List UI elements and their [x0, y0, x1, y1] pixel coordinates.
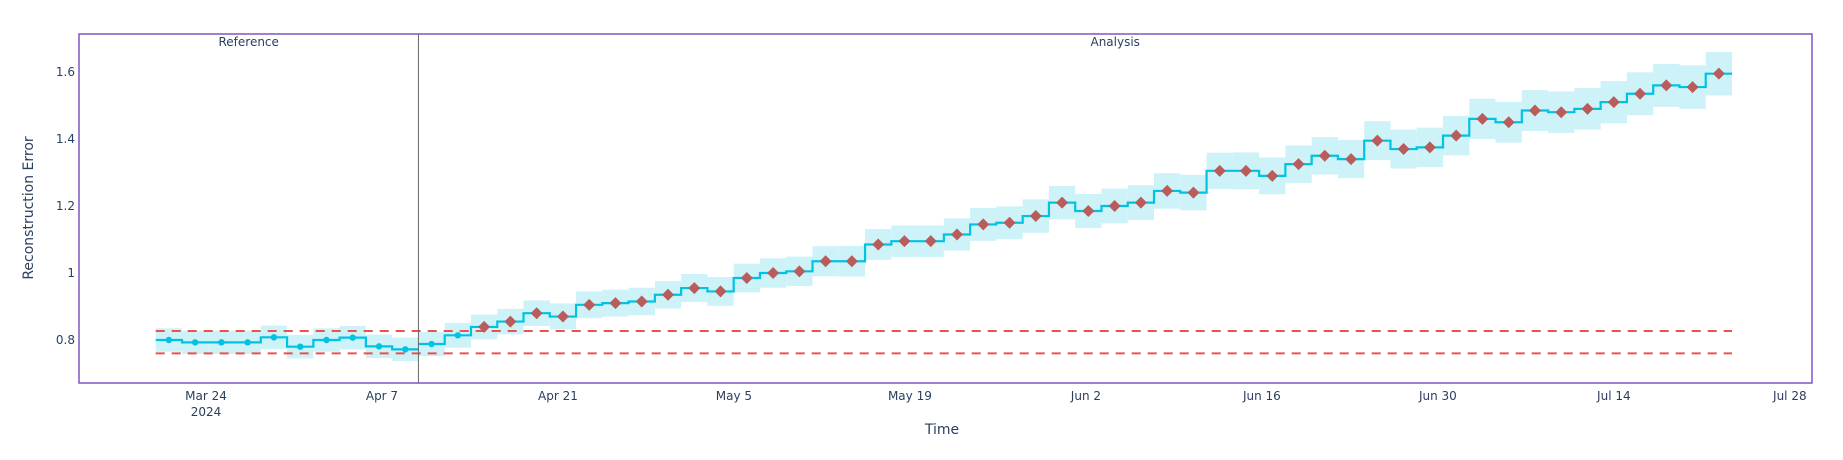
alert-marker [740, 272, 753, 285]
alert-marker [530, 307, 543, 320]
alert-marker [1161, 184, 1174, 197]
alert-marker [1056, 196, 1069, 209]
data-point [218, 339, 225, 346]
confidence-bands [155, 51, 1732, 362]
x-axis-title: Time [924, 422, 959, 438]
y-axis-title: Reconstruction Error [21, 136, 37, 280]
alert-marker [609, 297, 622, 310]
y-tick-label: 1.2 [56, 199, 75, 213]
alert-marker [1029, 210, 1042, 223]
alert-marker [1502, 116, 1515, 129]
alert-marker [1213, 164, 1226, 177]
x-tick-label: Mar 24 [185, 389, 227, 403]
y-tick-label: 1.6 [56, 65, 75, 79]
data-point [349, 334, 356, 341]
section-label-analysis: Analysis [1090, 35, 1139, 49]
data-point [323, 336, 330, 344]
x-tick-label: Jul 14 [1596, 389, 1631, 403]
x-tick-label: Apr 7 [366, 389, 398, 403]
data-point [428, 340, 435, 348]
data-point [191, 339, 199, 346]
alert-marker [714, 285, 727, 298]
x-axis-ticks: Mar 24 2024 Apr 7 Apr 21 May 5 May 19 Jun 2 Jun… [185, 389, 1806, 419]
alert-marker [1528, 104, 1541, 117]
alert-marker [1397, 143, 1410, 156]
alert-marker [1187, 186, 1200, 199]
alert-marker [1607, 96, 1620, 109]
x-tick-year-label: 2024 [191, 405, 222, 419]
alert-marker [1423, 141, 1436, 154]
x-tick-label: May 5 [716, 389, 752, 403]
x-tick-label: Jun 2 [1070, 389, 1101, 403]
alert-marker [950, 228, 963, 241]
x-tick-label: Jul 28 [1772, 389, 1807, 403]
alert-marker [1660, 79, 1673, 92]
alert-marker [845, 255, 858, 268]
alert-marker [1239, 164, 1252, 177]
alert-marker [1108, 200, 1121, 212]
alert-marker [1371, 134, 1384, 147]
alert-marker [583, 298, 596, 311]
y-tick-label: 1.4 [56, 132, 75, 146]
x-tick-label: Apr 21 [538, 389, 578, 403]
alert-marker [1082, 205, 1095, 218]
alert-marker [662, 288, 675, 301]
data-markers [165, 67, 1725, 353]
alert-marker [1450, 129, 1463, 142]
alert-marker [1712, 67, 1725, 80]
data-point [402, 346, 409, 353]
section-label-reference: Reference [218, 35, 278, 49]
data-point [375, 343, 383, 350]
alert-marker [635, 295, 648, 308]
x-tick-label: Jun 30 [1418, 389, 1457, 403]
alert-marker [1318, 149, 1331, 162]
plot-frame [78, 33, 1813, 384]
data-point [297, 343, 304, 350]
alert-marker [556, 310, 569, 323]
series-line-analysis [418, 72, 1732, 346]
alert-marker [977, 218, 990, 231]
alert-marker [688, 282, 701, 295]
alert-marker [478, 320, 491, 333]
alert-marker [872, 238, 885, 251]
alert-marker [793, 265, 806, 278]
y-tick-label: 0.8 [56, 333, 75, 347]
y-tick-label: 1 [67, 266, 75, 280]
x-tick-label: May 19 [888, 389, 932, 403]
y-axis-ticks: 0.8 1 1.2 1.4 1.6 [56, 65, 75, 347]
alert-marker [1134, 196, 1147, 209]
alert-marker [1581, 102, 1594, 115]
alert-marker [819, 255, 832, 268]
data-point [270, 334, 278, 341]
alert-marker [1634, 87, 1647, 100]
alert-marker [1686, 81, 1699, 94]
alert-marker [1266, 169, 1279, 182]
alert-marker [767, 267, 780, 279]
alert-marker [1345, 153, 1358, 166]
data-point [165, 336, 173, 344]
data-point [244, 339, 251, 346]
data-point [454, 332, 462, 339]
section-labels: Reference Analysis [218, 35, 1139, 49]
alert-marker [1003, 216, 1016, 229]
alert-marker [1476, 112, 1489, 125]
alert-marker [1292, 158, 1305, 171]
alert-marker [898, 235, 911, 248]
alert-marker [1555, 106, 1568, 119]
alert-marker [924, 235, 937, 248]
x-tick-label: Jun 16 [1242, 389, 1281, 403]
alert-marker [504, 315, 517, 328]
